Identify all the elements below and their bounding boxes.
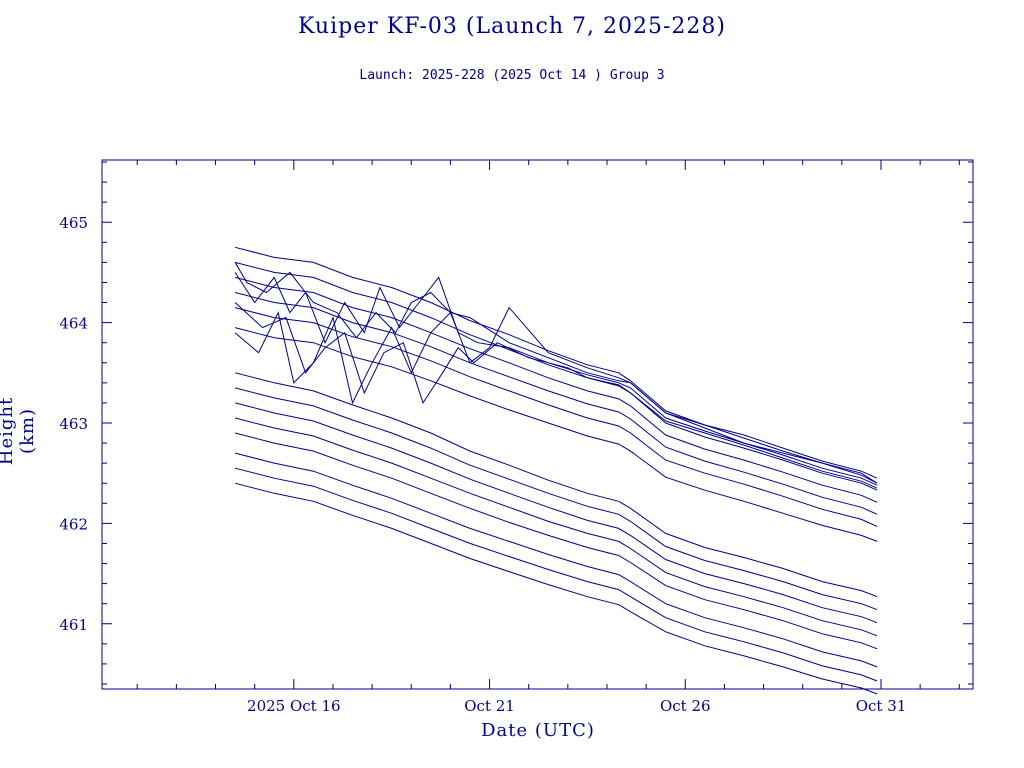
x-tick-label: Oct 31 (856, 697, 907, 715)
x-tick-label: Oct 21 (464, 697, 515, 715)
series-line-13 (234, 467, 878, 682)
series-line-4 (234, 292, 878, 515)
tick-labels: 2025 Oct 16 Oct 21 Oct 26 Oct 31 461 462 463 46… (59, 214, 906, 715)
x-axis-label: Date (UTC) (481, 720, 595, 741)
series-line-18 (234, 302, 878, 489)
series-line-7 (234, 372, 878, 598)
y-tick-label: 461 (59, 616, 88, 634)
series-line-11 (234, 432, 878, 650)
plot-frame (101, 159, 974, 690)
x-tick-label: 2025 Oct 16 (247, 697, 341, 715)
series-line-17 (234, 306, 878, 484)
y-tick-label: 462 (59, 515, 88, 533)
y-axis-label: Height (km) (0, 396, 38, 466)
chart-title: Kuiper KF-03 (Launch 7, 2025-228) (297, 14, 726, 39)
series-lines (234, 246, 878, 695)
series-line-12 (234, 452, 878, 668)
y-tick-label: 463 (59, 415, 88, 433)
series-line-14 (234, 482, 878, 695)
series-line-3 (234, 276, 878, 503)
series-line-16 (234, 272, 878, 486)
series-line-5 (234, 307, 878, 527)
y-tick-label: 465 (59, 214, 88, 232)
axis-ticks (102, 160, 973, 689)
chart-subtitle: Launch: 2025-228 (2025 Oct 14 ) Group 3 (359, 68, 665, 83)
series-line-10 (234, 417, 878, 637)
series-line-6 (234, 327, 878, 542)
x-tick-label: Oct 26 (660, 697, 711, 715)
series-line-2 (234, 261, 878, 491)
series-line-1 (234, 246, 878, 479)
series-line-9 (234, 402, 878, 624)
y-tick-label: 464 (59, 315, 88, 333)
series-line-8 (234, 387, 878, 611)
